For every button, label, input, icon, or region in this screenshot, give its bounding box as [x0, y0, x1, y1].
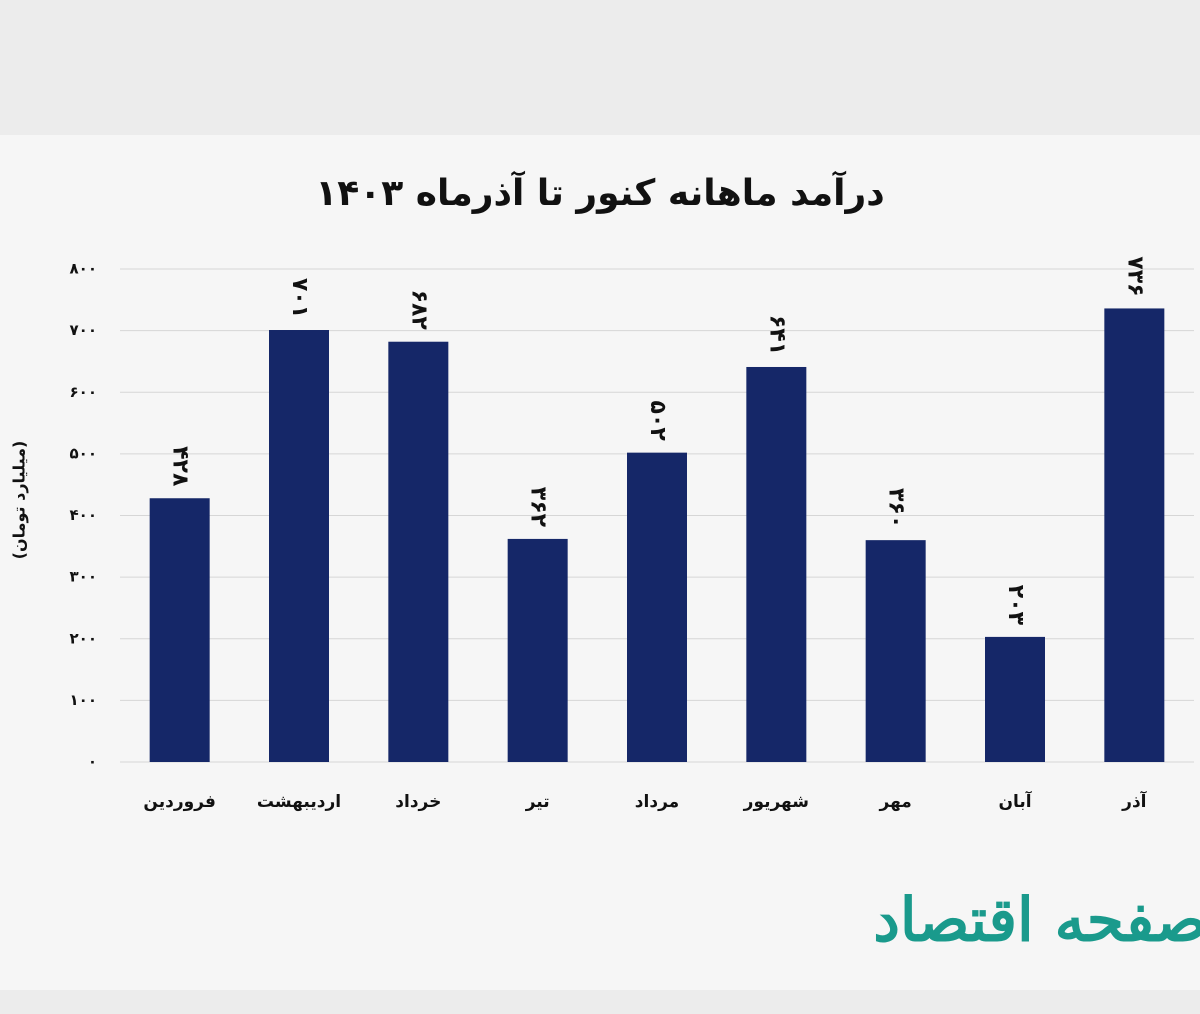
bar: [985, 636, 1045, 762]
bar: [507, 538, 568, 762]
x-tick-label: آبان: [998, 790, 1032, 812]
value-label: ۳۶۰: [884, 488, 909, 528]
y-tick-label: ۰: [88, 753, 97, 771]
value-label: ۵۰۲: [645, 400, 670, 441]
bar: [149, 498, 210, 762]
x-tick-label: آذر: [1121, 790, 1148, 812]
y-tick-label: ۷۰۰: [70, 321, 97, 339]
y-tick-label: ۳۰۰: [70, 568, 97, 586]
x-tick-label: اردیبهشت: [257, 792, 341, 812]
x-tick-label: فروردین: [143, 792, 215, 812]
x-tick-label: شهریور: [743, 792, 809, 812]
x-tick-label: مرداد: [635, 792, 679, 812]
watermark: صفحه اقتصاد: [873, 886, 1200, 956]
value-label: ۲۰۳: [1003, 585, 1028, 626]
bar: [388, 341, 449, 762]
value-label: ۳۶۲: [526, 487, 551, 528]
value-label: ۶۸۲: [406, 290, 431, 331]
bar: [746, 366, 807, 762]
y-tick-label: ۶۰۰: [70, 383, 97, 401]
value-label: ۶۴۱: [764, 315, 789, 355]
x-tick-label: مهر: [879, 792, 912, 812]
value-label: ۷۰۱: [287, 278, 312, 318]
bar: [865, 540, 926, 762]
x-tick-label: خرداد: [395, 792, 441, 812]
y-axis-label: (میلیارد تومان): [10, 441, 29, 560]
chart-title: درآمد ماهانه کنور تا آذرماه ۱۴۰۳: [315, 170, 884, 214]
value-label: ۷۳۶: [1122, 256, 1147, 296]
bar: [1104, 308, 1165, 762]
y-tick-label: ۲۰۰: [70, 629, 97, 647]
y-tick-label: ۵۰۰: [70, 444, 97, 462]
y-tick-label: ۴۰۰: [70, 506, 97, 524]
x-tick-label: تیر: [525, 792, 550, 812]
bar: [627, 452, 687, 762]
bar: [269, 330, 329, 762]
y-tick-label: ۸۰۰: [70, 260, 97, 278]
value-label: ۴۲۸: [168, 446, 193, 487]
y-tick-label: ۱۰۰: [70, 691, 97, 709]
